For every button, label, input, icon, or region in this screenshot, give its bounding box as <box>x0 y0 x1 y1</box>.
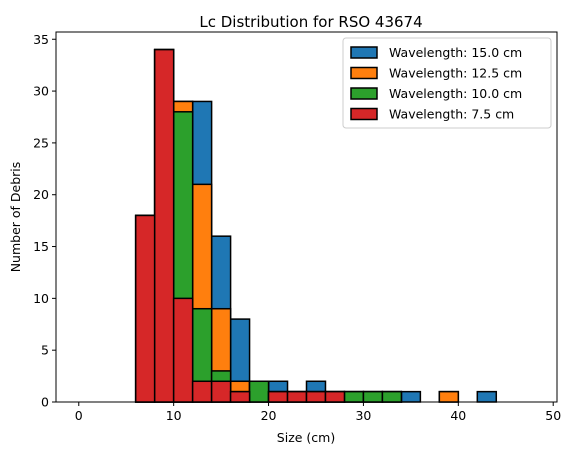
bar-series-3-bin-5 <box>172 297 194 403</box>
x-tick-label: 30 <box>355 408 371 423</box>
bar-series-3-bin-12 <box>305 390 327 403</box>
legend-entry-label: Wavelength: 15.0 cm <box>389 45 522 60</box>
bar-series-2-bin-16 <box>381 390 403 403</box>
bars-layer <box>134 48 498 403</box>
y-tick-label: 30 <box>33 84 49 99</box>
legend-entry-label: Wavelength: 10.0 cm <box>389 86 522 101</box>
legend-entry-label: Wavelength: 12.5 cm <box>389 66 522 81</box>
bar-series-0-bin-17 <box>400 390 422 403</box>
bar-series-2-bin-9 <box>248 380 270 403</box>
x-axis-label: Size (cm) <box>277 430 335 445</box>
x-tick-label: 20 <box>261 408 277 423</box>
legend: Wavelength: 15.0 cm Wavelength: 12.5 cm Wa… <box>342 37 552 129</box>
y-tick-label: 35 <box>33 32 49 47</box>
x-tick-label: 50 <box>545 408 561 423</box>
y-axis-ticks: 0 5 10 15 20 25 30 35 <box>33 32 56 410</box>
bar-series-3-bin-7 <box>210 380 232 403</box>
legend-box <box>342 37 552 129</box>
bar-series-3-bin-4 <box>153 48 175 403</box>
y-tick-label: 25 <box>33 135 49 150</box>
chart-title: Lc Distribution for RSO 43674 <box>199 13 422 31</box>
bar-series-3-bin-8 <box>229 390 251 403</box>
legend-swatch <box>350 87 378 100</box>
y-tick-label: 20 <box>33 187 49 202</box>
legend-swatch <box>350 46 378 59</box>
bar-series-3-bin-13 <box>324 390 346 403</box>
legend-entry-label: Wavelength: 7.5 cm <box>389 107 514 122</box>
y-tick-label: 0 <box>41 395 49 410</box>
bar-series-3-bin-10 <box>267 390 289 403</box>
plot-frame <box>55 31 558 403</box>
bar-series-2-bin-14 <box>343 390 365 403</box>
legend-swatch <box>350 107 378 121</box>
y-tick-label: 5 <box>41 343 49 358</box>
bar-series-3-bin-11 <box>286 390 308 403</box>
x-tick-label: 40 <box>450 408 466 423</box>
bar-series-1-bin-19 <box>438 390 460 403</box>
legend-swatch <box>350 66 378 80</box>
bar-series-2-bin-15 <box>362 390 384 403</box>
x-tick-label: 10 <box>166 408 182 423</box>
y-tick-label: 10 <box>33 291 49 306</box>
x-tick-label: 0 <box>75 408 83 423</box>
y-axis-label: Number of Debris <box>8 162 23 273</box>
bar-series-0-bin-21 <box>476 390 498 403</box>
bar-series-3-bin-3 <box>134 214 156 403</box>
x-axis-ticks: 0 10 20 30 40 50 <box>75 402 561 423</box>
bar-series-3-bin-6 <box>191 380 213 403</box>
y-tick-label: 15 <box>33 239 49 254</box>
